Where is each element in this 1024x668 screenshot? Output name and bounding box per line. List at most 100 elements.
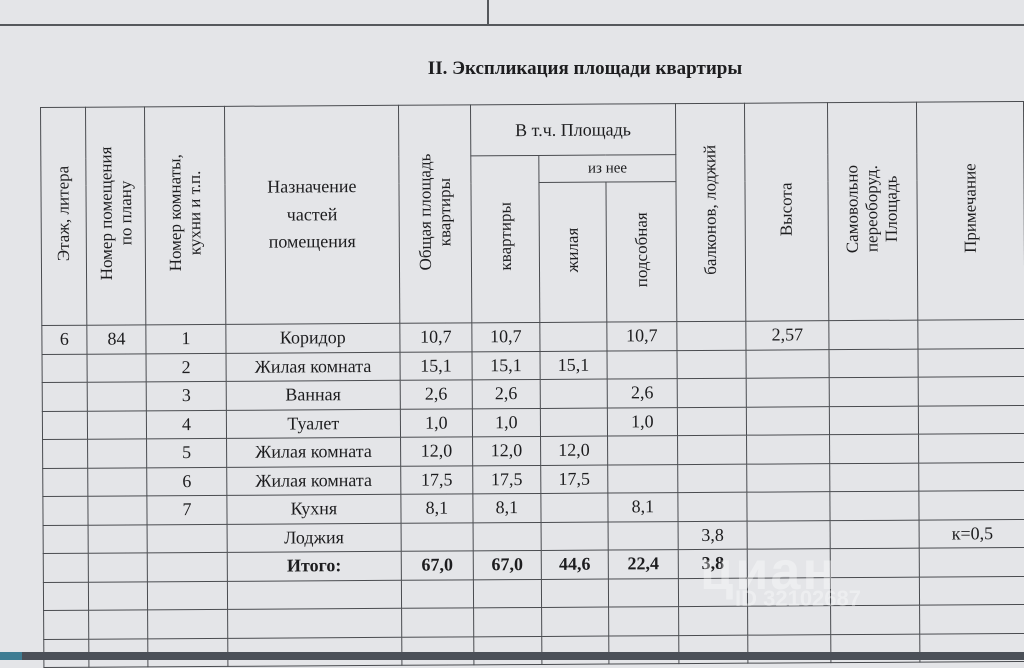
cell-living xyxy=(541,521,608,551)
cell-room: 2 xyxy=(146,352,226,382)
cell-total: 15,1 xyxy=(400,351,472,381)
cell-apt: 2,6 xyxy=(471,379,541,409)
total-label: Итого: xyxy=(226,551,402,581)
cell-note xyxy=(917,319,1024,349)
cell-room: 7 xyxy=(147,495,227,525)
cell-apt: 10,7 xyxy=(471,322,541,352)
cell-total: 2,6 xyxy=(400,379,472,409)
cell-floor xyxy=(43,524,89,554)
cell-floor xyxy=(42,439,88,468)
cell-plan_no: 84 xyxy=(86,324,147,354)
header-note: Примечание xyxy=(916,101,1024,321)
cell-note xyxy=(917,347,1024,378)
cell-balcony xyxy=(677,349,747,379)
cell-note xyxy=(918,433,1024,463)
cell-living xyxy=(539,322,607,351)
cell-floor xyxy=(42,410,88,440)
empty-cell xyxy=(43,581,89,611)
cell-balcony xyxy=(677,378,747,408)
empty-cell xyxy=(43,553,89,582)
header-room-no-plan: Номер помещения по плану xyxy=(85,106,147,326)
empty-cell xyxy=(88,609,149,639)
header-living: жилая xyxy=(539,182,607,323)
cell-room: 3 xyxy=(146,381,226,411)
empty-cell xyxy=(473,635,543,665)
cell-aux xyxy=(607,464,678,494)
empty-cell xyxy=(473,607,542,637)
top-divider xyxy=(487,0,489,26)
cell-self xyxy=(829,462,919,492)
header-total-area: Общая площадь квартиры xyxy=(398,104,472,324)
cell-living xyxy=(540,493,608,522)
empty-cell xyxy=(147,580,228,610)
cell-self xyxy=(828,377,918,407)
cell-living: 12,0 xyxy=(540,436,608,465)
empty-cell xyxy=(919,604,1024,634)
cell-total: 1,0 xyxy=(400,408,473,438)
cell-note xyxy=(917,376,1024,406)
header-incl-area: В т.ч. Площадь xyxy=(470,103,676,156)
watermark-id: ID 32102687 xyxy=(735,586,861,611)
cell-note xyxy=(918,461,1024,492)
cell-total: 17,5 xyxy=(400,465,473,495)
cell-apt: 8,1 xyxy=(472,493,542,523)
empty-cell xyxy=(88,581,149,611)
cell-plan_no xyxy=(87,495,148,525)
total-apt: 67,0 xyxy=(472,550,542,580)
cell-apt: 17,5 xyxy=(472,464,541,494)
cell-room: 5 xyxy=(146,438,227,468)
cell-height: 2,57 xyxy=(745,320,829,350)
cell-name: Жилая комната xyxy=(225,351,401,382)
cell-living: 17,5 xyxy=(540,464,608,494)
cell-aux: 8,1 xyxy=(607,492,679,522)
empty-cell xyxy=(541,607,609,636)
cell-floor: 6 xyxy=(41,325,87,354)
header-auxiliary: подсобная xyxy=(605,181,677,323)
cell-plan_no xyxy=(86,381,147,411)
cell-balcony xyxy=(677,463,747,493)
cell-room: 1 xyxy=(146,324,226,354)
empty-cell xyxy=(43,610,89,639)
cell-apt: 12,0 xyxy=(472,436,541,466)
total-living: 44,6 xyxy=(541,550,609,579)
empty-cell xyxy=(830,548,919,578)
cell-name: Ванная xyxy=(225,380,401,410)
header-floor: Этаж, литера xyxy=(40,107,87,326)
empty-cell xyxy=(473,578,542,608)
header-self-rebuilt: Самовольно переоборуд. Площадь xyxy=(827,102,918,321)
cell-living xyxy=(540,407,608,437)
empty-cell xyxy=(541,635,609,665)
empty-cell xyxy=(608,606,679,636)
cell-self xyxy=(829,491,919,521)
cell-plan_no xyxy=(87,438,148,468)
cell-room xyxy=(147,523,227,553)
cell-self xyxy=(828,348,918,378)
cell-living xyxy=(540,379,608,408)
header-purpose: Назначение частей помещения xyxy=(224,105,400,325)
empty-row xyxy=(43,632,1024,668)
cell-name: Кухня xyxy=(226,494,402,524)
cell-height xyxy=(746,377,830,407)
cell-room: 6 xyxy=(147,466,227,496)
bottom-strip xyxy=(0,652,1024,660)
cell-self xyxy=(828,320,918,350)
cell-balcony xyxy=(677,406,747,436)
empty-cell xyxy=(608,578,679,608)
cell-plan_no xyxy=(87,467,148,497)
cell-floor xyxy=(42,467,88,497)
cell-height xyxy=(746,463,830,493)
header-of-which: из нее xyxy=(538,154,677,183)
cell-aux: 1,0 xyxy=(607,407,678,437)
cell-self xyxy=(829,519,919,549)
cell-balcony xyxy=(676,321,746,351)
cell-height xyxy=(746,406,830,436)
empty-cell xyxy=(401,636,474,666)
cell-self xyxy=(829,434,919,464)
cell-apt: 1,0 xyxy=(471,407,541,437)
area-explication-table: Этаж, литера Номер помещения по плану Но… xyxy=(40,101,1024,668)
cell-floor xyxy=(42,353,87,383)
cell-aux: 10,7 xyxy=(606,321,678,351)
cell-balcony xyxy=(677,492,747,522)
empty-cell xyxy=(227,608,402,638)
cell-name: Коридор xyxy=(225,323,401,353)
